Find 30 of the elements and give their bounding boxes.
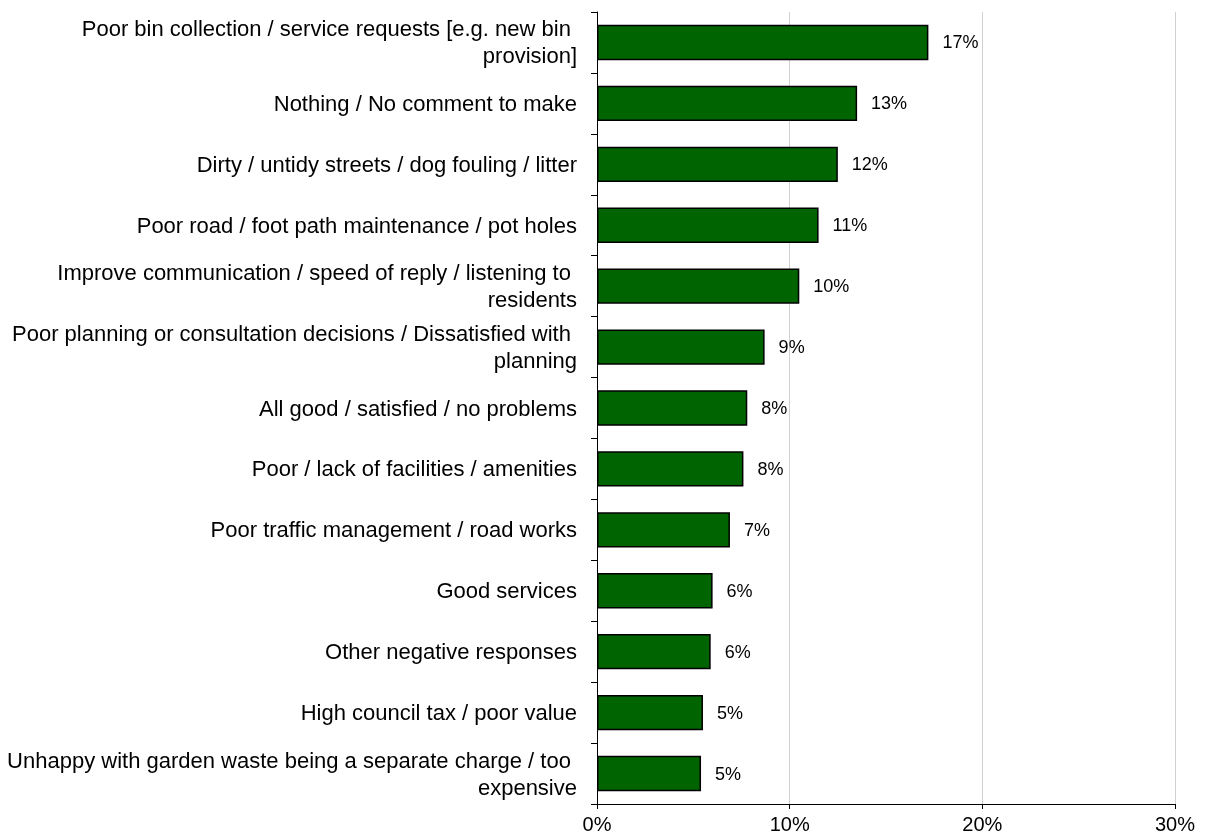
data-label: 17% bbox=[942, 32, 979, 53]
y-tick-label: Poor road / foot path maintenance / pot holes bbox=[136, 212, 577, 238]
y-tick-label: Good services bbox=[436, 578, 577, 604]
data-label: 8% bbox=[757, 458, 784, 479]
data-label: 9% bbox=[778, 337, 805, 358]
x-tick-label: 10% bbox=[769, 813, 810, 834]
x-tick-label: 0% bbox=[582, 813, 612, 834]
y-tick-label: All good / satisfied / no problems bbox=[259, 395, 577, 421]
y-tick-label: Poor traffic management / road works bbox=[210, 517, 577, 543]
y-tick-label: Nothing / No comment to make bbox=[273, 90, 577, 116]
data-label: 12% bbox=[851, 154, 888, 175]
data-label: 13% bbox=[871, 93, 908, 114]
y-tick-label: Dirty / untidy streets / dog fouling / litter bbox=[196, 151, 577, 177]
data-label: 8% bbox=[761, 398, 788, 418]
y-tick-label: Poor bin collection / service requests [e.g. new bin provision] bbox=[81, 16, 577, 69]
data-label: 5% bbox=[716, 702, 743, 723]
data-label: 6% bbox=[724, 641, 751, 662]
y-tick-label: Poor / lack of facilities / amenities bbox=[251, 456, 577, 482]
y-tick-label: Other negative responses bbox=[325, 639, 577, 665]
data-label: 10% bbox=[813, 276, 850, 297]
y-tick-label: Poor planning or consultation decisions / Dissatisfied with planning bbox=[12, 321, 577, 374]
y-tick-label: High council tax / poor value bbox=[300, 700, 577, 726]
x-tick-label: 20% bbox=[962, 813, 1003, 834]
x-tick-label: 30% bbox=[1154, 813, 1196, 834]
y-tick-label: Improve communication / speed of reply / listening to residents bbox=[57, 260, 577, 313]
data-label: 6% bbox=[726, 580, 753, 601]
y-tick-label: Unhappy with garden waste being a separate charge / too expensive bbox=[7, 747, 577, 800]
data-label: 7% bbox=[743, 519, 770, 540]
data-label: 5% bbox=[715, 763, 742, 784]
data-label: 11% bbox=[832, 215, 868, 236]
